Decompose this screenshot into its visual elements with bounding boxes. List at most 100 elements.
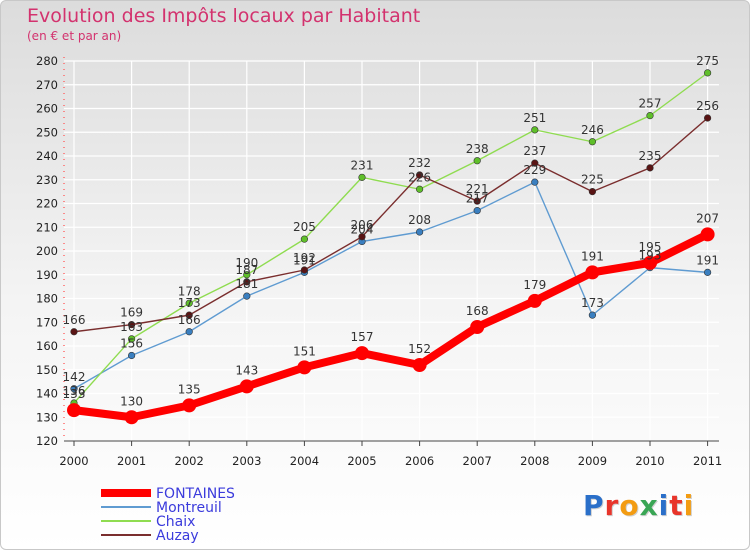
data-label-chaix: 226 bbox=[408, 170, 431, 184]
y-tick-label: 240 bbox=[36, 149, 58, 163]
data-point-montreuil bbox=[473, 207, 481, 215]
data-label-fontaines: 191 bbox=[581, 249, 604, 263]
data-label-montreuil: 229 bbox=[523, 163, 546, 177]
y-tick-label: 150 bbox=[36, 363, 58, 377]
data-point-montreuil bbox=[416, 228, 424, 236]
data-label-montreuil: 156 bbox=[120, 337, 143, 351]
data-label-fontaines: 133 bbox=[63, 387, 86, 401]
legend-label: Auzay bbox=[156, 528, 199, 544]
data-point-montreuil bbox=[128, 351, 136, 360]
data-point-fontaines bbox=[239, 379, 254, 394]
data-point-fontaines bbox=[643, 255, 657, 270]
legend-label: Montreuil bbox=[156, 500, 222, 516]
data-label-chaix: 163 bbox=[120, 320, 143, 334]
data-point-auzay bbox=[588, 188, 597, 196]
data-label-fontaines: 157 bbox=[351, 330, 374, 344]
data-label-fontaines: 179 bbox=[523, 278, 546, 292]
data-point-fontaines bbox=[182, 398, 197, 413]
data-label-chaix: 178 bbox=[178, 284, 201, 298]
data-label-montreuil: 191 bbox=[696, 253, 719, 267]
data-label-montreuil: 142 bbox=[63, 370, 86, 384]
legend-label: FONTAINES bbox=[156, 486, 235, 502]
data-label-auzay: 256 bbox=[696, 99, 719, 113]
data-label-chaix: 251 bbox=[523, 111, 546, 125]
x-tick-label: 2002 bbox=[175, 454, 204, 468]
y-tick-label: 280 bbox=[36, 54, 58, 68]
x-tick-label: 2008 bbox=[520, 454, 549, 468]
logo-letter: i bbox=[683, 489, 695, 522]
data-point-auzay bbox=[646, 164, 654, 172]
data-point-chaix bbox=[416, 185, 424, 193]
data-point-auzay bbox=[358, 233, 366, 241]
data-label-chaix: 205 bbox=[293, 220, 316, 234]
data-point-auzay bbox=[243, 278, 251, 286]
data-point-montreuil bbox=[588, 311, 597, 319]
x-tick-label: 2001 bbox=[117, 454, 146, 468]
y-tick-label: 230 bbox=[36, 173, 58, 187]
data-label-montreuil: 204 bbox=[351, 223, 374, 237]
data-point-chaix bbox=[703, 69, 712, 77]
data-label-montreuil: 166 bbox=[178, 313, 201, 327]
data-point-fontaines bbox=[67, 403, 81, 418]
series-line-chaix bbox=[73, 72, 709, 404]
data-point-auzay bbox=[531, 159, 539, 167]
data-label-auzay: 192 bbox=[293, 251, 316, 265]
data-label-auzay: 232 bbox=[408, 156, 431, 170]
data-label-chaix: 231 bbox=[351, 158, 374, 172]
data-point-chaix bbox=[243, 271, 251, 279]
data-point-montreuil bbox=[70, 385, 78, 393]
x-tick-label: 2010 bbox=[635, 454, 664, 468]
y-tick-label: 260 bbox=[36, 102, 58, 116]
data-label-auzay: 166 bbox=[63, 313, 86, 327]
y-tick-label: 140 bbox=[36, 387, 58, 401]
data-label-auzay: 206 bbox=[351, 218, 374, 232]
data-point-montreuil bbox=[185, 328, 193, 336]
x-tick-label: 2003 bbox=[232, 454, 261, 468]
data-label-fontaines: 168 bbox=[466, 304, 489, 318]
logo-letter: P bbox=[583, 489, 605, 522]
data-label-fontaines: 135 bbox=[178, 382, 201, 396]
data-point-montreuil bbox=[531, 178, 539, 186]
data-point-montreuil bbox=[703, 268, 712, 276]
chart-title: Evolution des Impôts locaux par Habitant bbox=[27, 5, 421, 27]
data-point-auzay bbox=[128, 321, 136, 329]
series-line-montreuil bbox=[73, 181, 709, 390]
data-point-chaix bbox=[646, 112, 654, 120]
data-label-chaix: 190 bbox=[235, 256, 258, 270]
data-label-auzay: 221 bbox=[466, 182, 489, 196]
data-label-auzay: 187 bbox=[235, 263, 258, 277]
data-point-fontaines bbox=[355, 346, 369, 361]
data-point-auzay bbox=[703, 114, 712, 122]
data-point-fontaines bbox=[585, 265, 600, 280]
x-tick-label: 2009 bbox=[578, 454, 607, 468]
data-label-auzay: 235 bbox=[639, 149, 662, 163]
data-point-chaix bbox=[185, 299, 193, 307]
data-label-montreuil: 191 bbox=[293, 253, 316, 267]
data-label-chaix: 257 bbox=[639, 97, 662, 111]
y-tick-label: 120 bbox=[36, 434, 58, 448]
data-point-auzay bbox=[473, 197, 481, 205]
data-label-auzay: 225 bbox=[581, 173, 604, 187]
x-tick-label: 2004 bbox=[290, 454, 319, 468]
y-tick-label: 220 bbox=[36, 197, 58, 211]
logo-letter: x bbox=[639, 489, 659, 522]
x-tick-label: 2006 bbox=[405, 454, 434, 468]
series-line-fontaines bbox=[70, 230, 712, 422]
data-point-fontaines bbox=[700, 227, 715, 242]
x-tick-label: 2005 bbox=[347, 454, 376, 468]
data-point-fontaines bbox=[124, 410, 139, 425]
data-point-chaix bbox=[531, 126, 539, 134]
data-point-auzay bbox=[416, 171, 424, 179]
data-point-chaix bbox=[300, 235, 309, 243]
logo-letter: r bbox=[604, 489, 620, 522]
x-tick-label: 2011 bbox=[693, 454, 722, 468]
chart-subtitle: (en € et par an) bbox=[27, 29, 122, 43]
data-label-chaix: 275 bbox=[696, 54, 719, 68]
data-label-auzay: 173 bbox=[178, 296, 201, 310]
data-label-fontaines: 130 bbox=[120, 394, 143, 408]
data-point-fontaines bbox=[412, 358, 427, 372]
logo-letter: o bbox=[619, 489, 640, 522]
data-label-auzay: 169 bbox=[120, 306, 143, 320]
